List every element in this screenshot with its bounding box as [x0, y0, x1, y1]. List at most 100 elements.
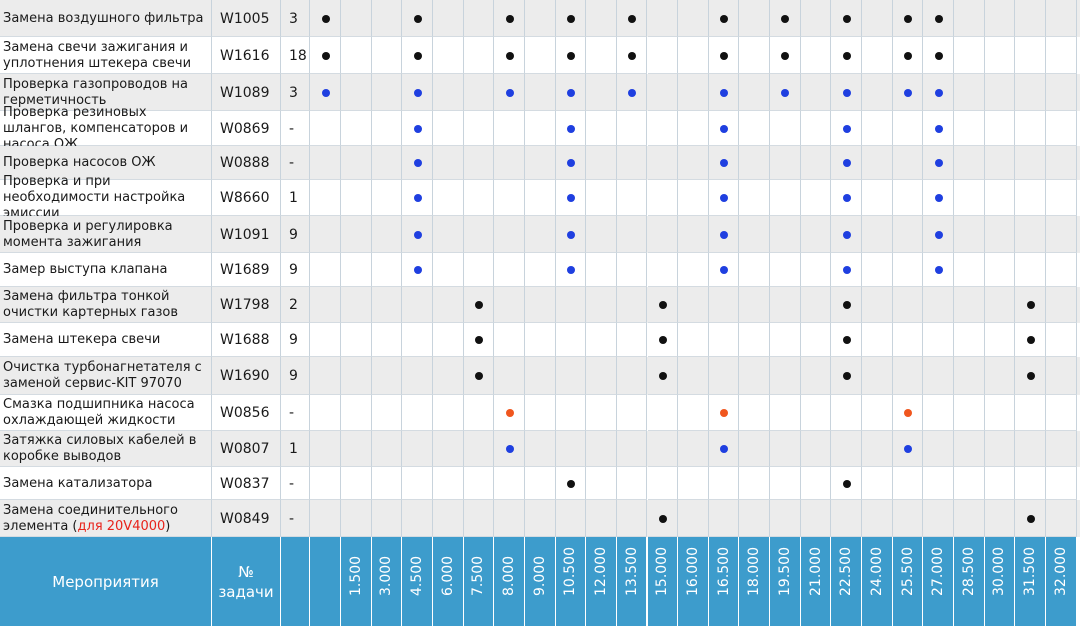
- table-cell: [0, 111, 212, 146]
- interval-cell: [341, 253, 372, 287]
- interval-cell: [739, 287, 771, 323]
- interval-cell: [432, 467, 464, 500]
- interval-cell: [402, 287, 433, 323]
- header-interval: 28.500: [954, 537, 985, 626]
- interval-cell: [524, 180, 556, 216]
- interval-cell: [708, 146, 740, 180]
- interval-cell: [739, 146, 771, 180]
- interval-label: 12.000: [593, 547, 609, 596]
- schedule-mark-dot: [628, 51, 637, 60]
- interval-cell: [524, 431, 556, 467]
- interval-cell: [892, 216, 924, 253]
- header-task-number: № задачи: [212, 537, 281, 626]
- interval-cell: [616, 216, 648, 253]
- schedule-mark-dot: [1026, 336, 1035, 344]
- interval-cell: [892, 146, 924, 180]
- interval-cell: [770, 323, 801, 357]
- table-cell: [212, 253, 281, 287]
- interval-cell: [984, 287, 1016, 323]
- schedule-mark-dot: [474, 372, 483, 380]
- schedule-mark-dot: [658, 372, 667, 380]
- schedule-mark-dot: [505, 51, 514, 60]
- interval-cell: [586, 287, 617, 323]
- interval-cell: [984, 216, 1016, 253]
- interval-cell: [954, 253, 985, 287]
- interval-cell: [862, 111, 893, 146]
- interval-cell: [862, 287, 893, 323]
- interval-cell: [831, 357, 863, 395]
- interval-cell: [494, 500, 525, 537]
- schedule-mark-dot: [566, 194, 575, 202]
- table-row: [0, 357, 1080, 395]
- interval-cell: [586, 431, 617, 467]
- interval-cell: [1015, 287, 1046, 323]
- interval-cell: [616, 287, 648, 323]
- interval-cell: [770, 74, 801, 111]
- schedule-mark-dot: [505, 445, 514, 453]
- interval-cell: [770, 111, 801, 146]
- schedule-mark-dot: [934, 14, 943, 23]
- interval-cell: [555, 357, 587, 395]
- interval-cell: [862, 253, 893, 287]
- activity-name: Проверка насосов ОЖ: [3, 146, 210, 180]
- interval-label: 18.000: [746, 547, 763, 596]
- activity-name-text: Проверка насосов ОЖ: [3, 155, 156, 170]
- activity-name-text: Смазка подшипника насоса охлаждающей жид…: [3, 397, 195, 428]
- interval-cell: [524, 253, 556, 287]
- task-quantity: -: [289, 405, 295, 421]
- interval-label: 15.000: [654, 547, 671, 596]
- interval-cell: [524, 323, 556, 357]
- interval-label: 25.500: [899, 547, 916, 596]
- table-cell: [281, 253, 310, 287]
- header-interval: 30.000: [984, 537, 1016, 626]
- activity-name: Проверка резиновых шлангов, компенсаторо…: [3, 105, 210, 152]
- table-row: [0, 74, 1080, 111]
- interval-cell: [1015, 146, 1046, 180]
- table-cell: [281, 500, 310, 537]
- interval-cell: [1045, 216, 1077, 253]
- interval-cell: [770, 357, 801, 395]
- task-quantity: 9: [289, 368, 298, 384]
- interval-cell: [1015, 37, 1046, 74]
- interval-cell: [432, 146, 464, 180]
- interval-cell: [800, 180, 832, 216]
- interval-cell: [954, 216, 985, 253]
- interval-cell: [739, 395, 771, 431]
- task-quantity: 3: [289, 84, 298, 101]
- interval-cell: [862, 0, 893, 37]
- schedule-mark-dot: [566, 51, 575, 60]
- interval-cell: [463, 287, 495, 323]
- header-interval: 10.500: [555, 537, 587, 626]
- interval-cell: [432, 74, 464, 111]
- task-code: W0807: [220, 441, 270, 457]
- interval-cell: [1045, 74, 1077, 111]
- interval-cell: [524, 395, 556, 431]
- interval-cell: [402, 180, 433, 216]
- header-interval: 24.000: [862, 537, 893, 626]
- interval-cell: [984, 111, 1016, 146]
- interval-label: 31.500: [1022, 547, 1039, 596]
- interval-cell: [831, 216, 863, 253]
- schedule-mark-dot: [934, 124, 943, 133]
- interval-cell: [800, 431, 832, 467]
- interval-cell: [555, 323, 587, 357]
- interval-cell: [432, 37, 464, 74]
- table-cell: [212, 216, 281, 253]
- interval-cell: [371, 431, 403, 467]
- interval-cell: [402, 357, 433, 395]
- interval-cell: [432, 111, 464, 146]
- interval-label: 24.000: [868, 547, 885, 596]
- interval-cell: [800, 111, 832, 146]
- schedule-mark-dot: [904, 88, 913, 97]
- activity-name-text: Проверка и регулировка момента зажигания: [3, 218, 173, 250]
- interval-cell: [892, 500, 924, 537]
- interval-cell: [678, 146, 709, 180]
- interval-cell: [739, 180, 771, 216]
- interval-label: 21.000: [807, 547, 824, 596]
- interval-label: 22.500: [838, 547, 855, 596]
- interval-cell: [831, 111, 863, 146]
- activity-name-text: Замена фильтра тонкой очистки картерных …: [3, 289, 179, 320]
- interval-cell: [555, 287, 587, 323]
- interval-cell: [1045, 467, 1077, 500]
- interval-cell: [678, 111, 709, 146]
